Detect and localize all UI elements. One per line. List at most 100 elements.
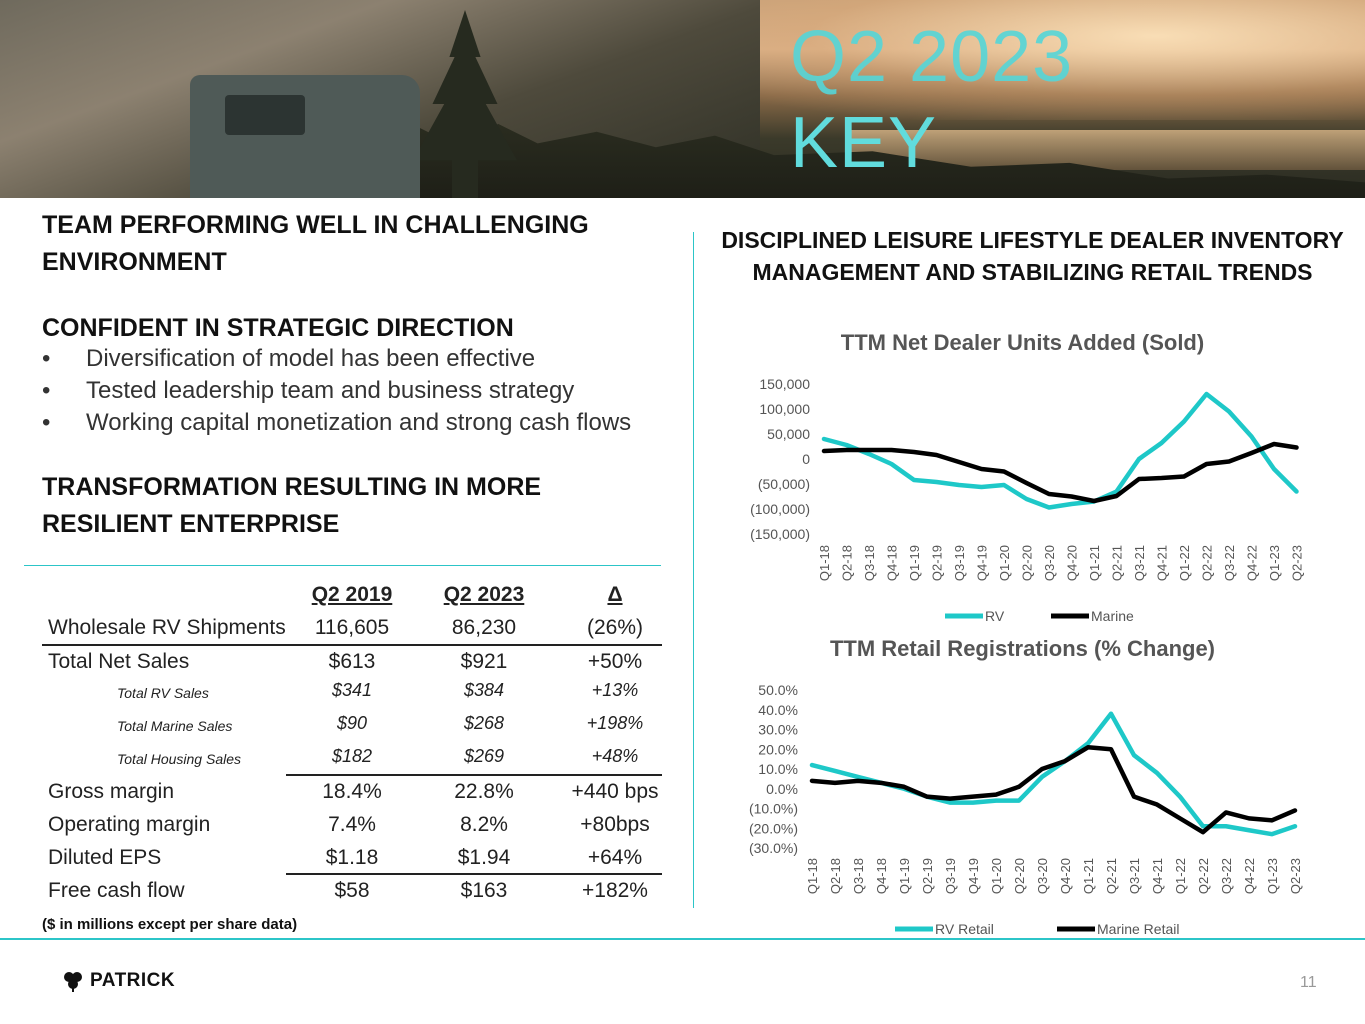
table-row: Total Housing Sales $182 $269 +48% — [42, 742, 662, 775]
x-tick-label: Q3-21 — [1132, 545, 1147, 581]
heading-transformation: TRANSFORMATION RESULTING IN MORE RESILIE… — [42, 473, 542, 538]
row-value-2019: $613 — [328, 649, 376, 673]
row-value-2023: $268 — [463, 713, 505, 733]
row-label: Total Marine Sales — [117, 717, 233, 734]
table-row: Gross margin 18.4% 22.8% +440 bps — [42, 775, 662, 808]
x-tick-label: Q1-19 — [897, 858, 912, 894]
x-tick-label: Q2-19 — [920, 858, 935, 894]
list-item: • Diversification of model has been effec… — [42, 343, 631, 375]
logo-text: PATRICK — [90, 970, 176, 991]
series-line-marine-retail — [809, 745, 1298, 835]
row-value-2023: 86,230 — [451, 615, 517, 639]
column-divider — [693, 232, 694, 908]
y-tick-label: (50,000) — [758, 476, 810, 492]
x-tick-label: Q2-19 — [930, 545, 945, 581]
registrations-line-chart: 50.0% 40.0% 30.0% 20.0% 10.0% 0.0% (10.0%) (20.… — [749, 682, 1303, 937]
col-header: Δ — [607, 582, 623, 606]
van-window — [225, 95, 305, 135]
x-tick-label: Q3-18 — [862, 545, 877, 581]
page-number: 11 — [1300, 974, 1317, 991]
table-rule — [42, 644, 662, 646]
row-value-2023: $384 — [463, 680, 505, 700]
table-rule — [286, 873, 662, 875]
row-label: Free cash flow — [48, 878, 185, 902]
y-tick-label: 150,000 — [759, 376, 810, 392]
row-value-2019: 18.4% — [322, 779, 382, 803]
y-tick-label: 20.0% — [758, 741, 798, 757]
row-delta: +182% — [582, 878, 648, 902]
header-banner: Q2 2023 KEY MESSAGES — [0, 0, 1365, 198]
x-tick-label: Q1-22 — [1173, 858, 1188, 894]
x-tick-label: Q4-21 — [1155, 545, 1170, 581]
y-tick-label: 40.0% — [758, 702, 798, 718]
legend-label: Marine Retail — [1097, 921, 1179, 937]
x-tick-label: Q1-20 — [997, 545, 1012, 581]
x-tick-label: Q3-19 — [943, 858, 958, 894]
bullet-list: • Diversification of model has been effec… — [42, 343, 631, 439]
row-delta: +80bps — [580, 812, 650, 836]
x-tick-label: Q2-20 — [1020, 545, 1035, 581]
x-tick-label: Q2-21 — [1104, 858, 1119, 894]
x-tick-label: Q1-20 — [989, 858, 1004, 894]
row-delta: +64% — [587, 845, 643, 869]
chart-title-units: TTM Net Dealer Units Added (Sold) — [840, 330, 1205, 355]
list-item: • Tested leadership team and business str… — [42, 375, 631, 407]
bullet-dot: • — [42, 345, 51, 372]
right-heading: DISCIPLINED LEISURE LIFESTYLE DEALER INV… — [721, 227, 1344, 285]
row-delta: +13% — [591, 680, 639, 700]
x-tick-label: Q3-19 — [952, 545, 967, 581]
heading-confident: CONFIDENT IN STRATEGIC DIRECTION — [42, 314, 514, 342]
x-tick-label: Q3-22 — [1222, 545, 1237, 581]
list-item: • Working capital monetization and strong… — [42, 407, 631, 439]
x-tick-label: Q2-18 — [840, 545, 855, 581]
x-tick-label: Q1-21 — [1087, 545, 1102, 581]
y-tick-label: (10.0%) — [749, 801, 798, 817]
row-delta: +48% — [591, 746, 639, 766]
x-tick-label: Q2-18 — [828, 858, 843, 894]
table-row: Total RV Sales $341 $384 +13% — [42, 676, 662, 709]
legend-label: Marine — [1091, 608, 1134, 624]
table-row: Diluted EPS $1.18 $1.94 +64% — [42, 841, 662, 874]
y-tick-label: 100,000 — [759, 401, 810, 417]
row-delta: +198% — [586, 713, 644, 733]
row-label: Total RV Sales — [117, 684, 209, 701]
table-top-rule — [24, 565, 661, 566]
table-row: Wholesale RV Shipments 116,605 86,230 (2… — [42, 611, 662, 644]
x-tick-label: Q3-21 — [1127, 858, 1142, 894]
x-tick-label: Q2-21 — [1110, 545, 1125, 581]
legend-label: RV Retail — [935, 921, 994, 937]
row-label: Operating margin — [48, 812, 211, 836]
sky-glow — [665, 0, 1365, 120]
row-label: Diluted EPS — [48, 845, 162, 869]
bullet-text: Diversification of model has been effect… — [86, 345, 536, 372]
table-rule — [286, 774, 662, 776]
row-value-2019: $90 — [336, 713, 368, 733]
row-delta: +440 bps — [571, 779, 659, 803]
slide-title: Q2 2023 KEY MESSAGES — [790, 14, 1365, 198]
row-value-2019: $182 — [331, 746, 373, 766]
row-value-2019: $341 — [331, 680, 373, 700]
y-tick-label: (20.0%) — [749, 820, 798, 836]
y-tick-label: 30.0% — [758, 722, 798, 738]
x-tick-label: Q4-20 — [1065, 545, 1080, 581]
x-tick-label: Q1-18 — [817, 545, 832, 581]
row-value-2019: 7.4% — [328, 812, 376, 836]
x-tick-label: Q1-18 — [805, 858, 820, 894]
x-tick-label: Q1-22 — [1177, 545, 1192, 581]
y-tick-label: (150,000) — [750, 526, 810, 542]
footer-rule — [0, 938, 1365, 940]
series-line-marine — [821, 441, 1299, 504]
y-tick-label: 50.0% — [758, 682, 798, 698]
row-delta: (26%) — [586, 615, 644, 639]
x-tick-label: Q2-23 — [1288, 858, 1303, 894]
y-tick-label: (100,000) — [750, 501, 810, 517]
x-tick-label: Q1-23 — [1267, 545, 1282, 581]
heading-team-performing: TEAM PERFORMING WELL IN CHALLENGING ENVI… — [42, 211, 589, 276]
table-row: Total Marine Sales $90 $268 +198% — [42, 709, 662, 742]
y-tick-label: 10.0% — [758, 761, 798, 777]
row-value-2023: $921 — [460, 649, 508, 673]
row-value-2023: $163 — [460, 878, 508, 902]
x-tick-label: Q4-18 — [874, 858, 889, 894]
x-tick-label: Q1-21 — [1081, 858, 1096, 894]
x-tick-label: Q1-23 — [1265, 858, 1280, 894]
